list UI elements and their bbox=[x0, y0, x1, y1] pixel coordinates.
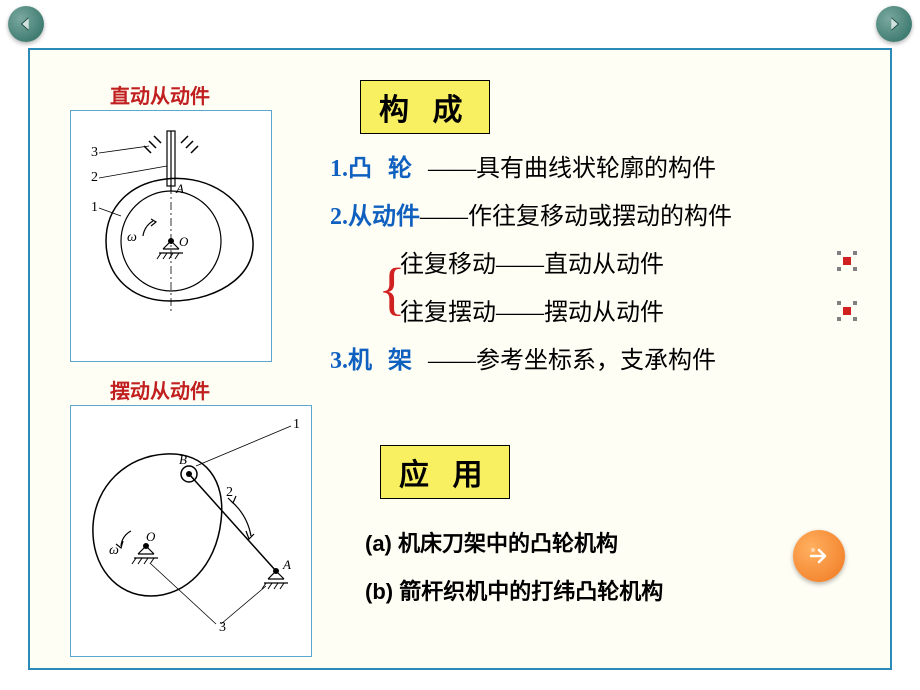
composition-item-3: 3.机架——参考坐标系，支承构件 bbox=[330, 337, 860, 385]
nav-prev-button[interactable] bbox=[8, 6, 44, 42]
item2-text: ——作往复移动或摆动的构件 bbox=[420, 204, 732, 230]
fig1-label-3: 3 bbox=[91, 145, 98, 160]
item2-num: 2. bbox=[330, 204, 348, 230]
fig1-label-A: A bbox=[175, 181, 184, 196]
fig2-label-A: A bbox=[282, 557, 291, 572]
fig1-label-1: 1 bbox=[91, 200, 98, 215]
item2-term: 从动件 bbox=[348, 204, 420, 230]
brace-icon: { bbox=[378, 243, 406, 336]
heading-application: 应 用 bbox=[380, 445, 510, 499]
composition-item-2: 2.从动件——作往复移动或摆动的构件 bbox=[330, 193, 860, 241]
item3-text: ——参考坐标系，支承构件 bbox=[428, 348, 716, 374]
fig2-label-omega: ω bbox=[109, 543, 119, 558]
arrow-circle-icon bbox=[805, 542, 833, 570]
sub-item-a: 往复移动——直动从动件 bbox=[400, 241, 860, 289]
item1-term: 凸轮 bbox=[348, 156, 428, 182]
application-item-b: (b) 箭杆织机中的打纬凸轮机构 bbox=[365, 568, 663, 616]
fig1-label-O: O bbox=[179, 234, 189, 249]
fig2-label-B: B bbox=[179, 452, 187, 467]
fig1-label-2: 2 bbox=[91, 170, 98, 185]
arrow-left-icon bbox=[17, 15, 35, 33]
application-block: (a) 机床刀架中的凸轮机构 (b) 箭杆织机中的打纬凸轮机构 bbox=[365, 520, 663, 617]
fig2-label-1: 1 bbox=[293, 417, 300, 432]
figure1-diagram: 3 2 1 A O ω bbox=[70, 110, 272, 362]
item3-term: 机架 bbox=[348, 348, 428, 374]
item1-num: 1. bbox=[330, 156, 348, 182]
more-button[interactable] bbox=[793, 530, 845, 582]
fig1-label-omega: ω bbox=[127, 230, 137, 245]
arrow-right-icon bbox=[885, 15, 903, 33]
item3-num: 3. bbox=[330, 348, 348, 374]
composition-item-1: 1.凸轮——具有曲线状轮廓的构件 bbox=[330, 145, 860, 193]
sub-items: { 往复移动——直动从动件 往复摆动——摆动从动件 bbox=[400, 241, 860, 337]
fig2-label-2: 2 bbox=[226, 485, 233, 500]
composition-block: 1.凸轮——具有曲线状轮廓的构件 2.从动件——作往复移动或摆动的构件 { 往复… bbox=[330, 145, 860, 385]
figure1-caption: 直动从动件 bbox=[110, 80, 210, 109]
figure2-diagram: 1 2 3 B A O ω bbox=[70, 405, 312, 657]
marker-icon-2[interactable] bbox=[834, 298, 860, 324]
item1-text: ——具有曲线状轮廓的构件 bbox=[428, 156, 716, 182]
sub-item-b: 往复摆动——摆动从动件 bbox=[400, 289, 860, 337]
marker-icon-1[interactable] bbox=[834, 248, 860, 274]
application-item-a: (a) 机床刀架中的凸轮机构 bbox=[365, 520, 663, 568]
nav-next-button[interactable] bbox=[876, 6, 912, 42]
heading-composition: 构 成 bbox=[360, 80, 490, 134]
figure2-caption: 摆动从动件 bbox=[110, 375, 210, 404]
slide-page: 直动从动件 bbox=[28, 48, 892, 670]
fig2-label-O: O bbox=[146, 529, 156, 544]
